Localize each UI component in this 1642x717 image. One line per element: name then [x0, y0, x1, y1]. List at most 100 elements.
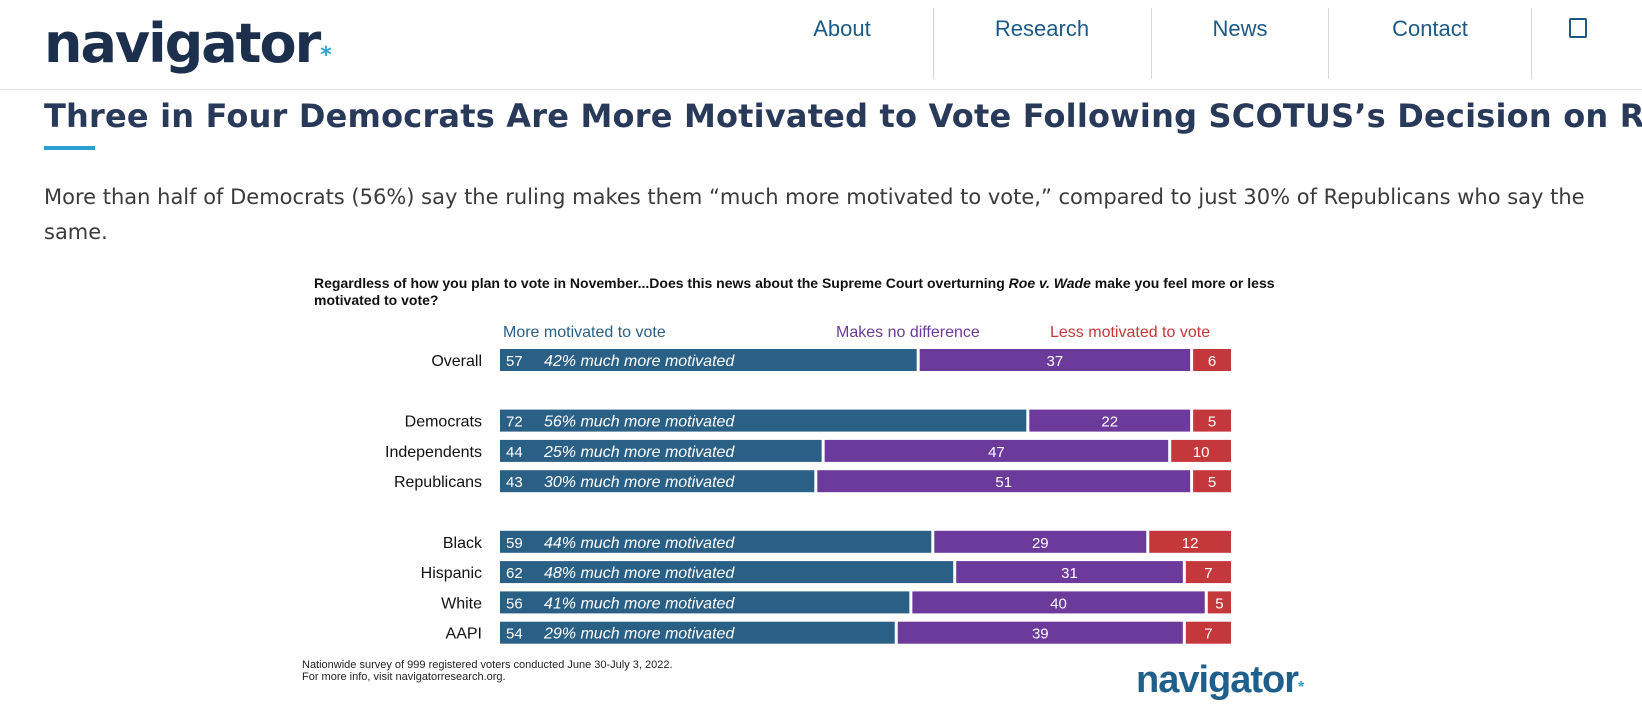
value-more-motivated: 54 [506, 626, 523, 643]
value-much-more-motivated: 56% much more motivated [544, 414, 735, 431]
bar-more-motivated [500, 621, 895, 644]
value-no-difference: 31 [1061, 565, 1078, 582]
bar-less-motivated [1185, 621, 1231, 644]
bar-no-difference [934, 530, 1147, 553]
chart-row-black: Black 59 44% much more motivated 29 12 [443, 530, 1231, 553]
value-much-more-motivated: 30% much more motivated [544, 474, 735, 491]
chart-brand-dot: * [1298, 679, 1305, 696]
chart-row-white: White 56 41% much more motivated 40 5 [441, 591, 1231, 614]
nav-research[interactable]: Research [994, 16, 1090, 41]
bar-less-motivated [1207, 591, 1231, 614]
chart-row-aapi: AAPI 54 29% much more motivated 39 7 [446, 621, 1231, 644]
bar-less-motivated [1171, 439, 1231, 462]
title-underline [44, 146, 95, 150]
value-much-more-motivated: 29% much more motivated [543, 626, 735, 643]
nav-contact[interactable]: Contact [1392, 16, 1468, 41]
chart-row-republicans: Republicans 43 30% much more motivated 51 5 [394, 470, 1231, 493]
chart-question: Regardless of how you plan to vote in No… [314, 275, 1275, 291]
chart-row-democrats: Democrats 72 56% much more motivated 22 5 [405, 409, 1231, 432]
chart-question-line2: motivated to vote? [314, 292, 438, 308]
value-more-motivated: 72 [506, 414, 523, 431]
value-more-motivated: 56 [506, 595, 523, 612]
site-logo[interactable]: navigator* [44, 8, 332, 92]
bar-no-difference [817, 470, 1191, 493]
nav-divider [933, 8, 934, 79]
question-part2: make you feel more or less [1091, 275, 1275, 291]
value-more-motivated: 43 [506, 474, 523, 491]
value-no-difference: 51 [995, 474, 1012, 491]
chart-footnote-1: Nationwide survey of 999 registered vote… [302, 659, 673, 671]
chart-row-hispanic: Hispanic 62 48% much more motivated 31 7 [421, 561, 1231, 584]
legend-less-motivated: Less motivated to vote [1050, 324, 1210, 341]
legend-no-difference: Makes no difference [836, 324, 980, 341]
nav-about[interactable]: About [813, 16, 871, 41]
value-less-motivated: 5 [1215, 595, 1223, 612]
value-much-more-motivated: 42% much more motivated [544, 353, 735, 370]
row-label: Democrats [405, 414, 482, 431]
value-no-difference: 37 [1047, 353, 1064, 370]
bar-less-motivated [1149, 530, 1231, 553]
value-no-difference: 47 [988, 444, 1005, 461]
row-label: Overall [431, 353, 482, 370]
row-label: AAPI [446, 626, 482, 643]
row-label: Hispanic [421, 565, 482, 582]
article-lead: More than half of Democrats (56%) say th… [44, 185, 1585, 244]
value-much-more-motivated: 25% much more motivated [543, 444, 735, 461]
bar-no-difference [956, 561, 1183, 584]
bar-less-motivated [1185, 561, 1231, 584]
site-header: navigator* About Research News Contact [0, 0, 1642, 90]
bar-less-motivated [1193, 470, 1231, 493]
page-title: Three in Four Democrats Are More Motivat… [44, 97, 1642, 135]
value-less-motivated: 10 [1193, 444, 1210, 461]
bar-more-motivated [500, 439, 822, 462]
bar-no-difference [919, 349, 1191, 371]
value-less-motivated: 7 [1204, 626, 1212, 643]
value-more-motivated: 57 [506, 353, 523, 370]
row-label: Independents [385, 444, 482, 461]
value-more-motivated: 59 [506, 535, 523, 552]
chart-brand-logo: navigator* [1136, 659, 1305, 701]
bar-more-motivated [500, 591, 910, 614]
value-no-difference: 40 [1050, 595, 1067, 612]
bar-no-difference [897, 621, 1183, 644]
value-less-motivated: 7 [1204, 565, 1212, 582]
bar-more-motivated [500, 530, 932, 553]
chart-row-overall: Overall 57 42% much more motivated 37 6 [431, 349, 1231, 371]
bar-more-motivated [500, 561, 954, 584]
row-label: Black [443, 535, 483, 552]
bar-less-motivated [1193, 409, 1231, 432]
chart-bars: Overall 57 42% much more motivated 37 6Democ… [385, 349, 1231, 644]
nav-divider [1531, 8, 1532, 79]
bar-more-motivated [500, 409, 1027, 432]
nav-news[interactable]: News [1212, 16, 1268, 41]
bar-more-motivated [500, 349, 917, 371]
value-less-motivated: 5 [1208, 414, 1216, 431]
value-no-difference: 39 [1032, 626, 1049, 643]
nav-divider [1151, 8, 1152, 79]
bar-less-motivated [1193, 349, 1231, 371]
row-label: Republicans [394, 474, 482, 491]
value-no-difference: 29 [1032, 535, 1049, 552]
value-no-difference: 22 [1101, 414, 1118, 431]
value-more-motivated: 62 [506, 565, 523, 582]
search-icon[interactable] [1569, 18, 1587, 38]
value-less-motivated: 5 [1208, 474, 1216, 491]
value-much-more-motivated: 48% much more motivated [544, 565, 735, 582]
question-italic: Roe v. Wade [1009, 275, 1091, 291]
logo-text: navigator [44, 12, 321, 75]
chart-brand-text: navigator [1136, 659, 1299, 701]
value-much-more-motivated: 41% much more motivated [544, 595, 735, 612]
nav-divider [1328, 8, 1329, 79]
question-part1: Regardless of how you plan to vote in No… [314, 275, 1009, 291]
bar-no-difference [912, 591, 1205, 614]
bar-more-motivated [500, 470, 815, 493]
logo-dot: * [320, 43, 332, 68]
chart-footnote-2: For more info, visit navigatorresearch.o… [302, 671, 506, 683]
row-label: White [441, 595, 482, 612]
value-much-more-motivated: 44% much more motivated [544, 535, 735, 552]
value-less-motivated: 6 [1208, 353, 1216, 370]
bar-no-difference [824, 439, 1169, 462]
bar-no-difference [1029, 409, 1191, 432]
legend-more-motivated: More motivated to vote [503, 324, 666, 341]
value-more-motivated: 44 [506, 444, 523, 461]
